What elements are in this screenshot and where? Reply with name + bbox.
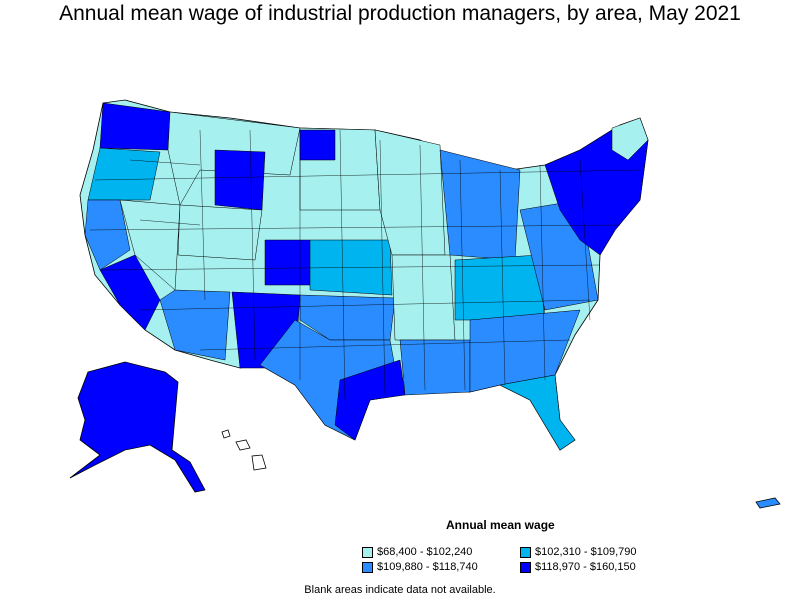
legend-title: Annual mean wage [446, 518, 555, 532]
legend-label-1: $68,400 - $102,240 [377, 546, 473, 558]
region-florida [499, 374, 576, 451]
legend-swatch-1 [362, 546, 373, 558]
region-california-north [84, 199, 131, 271]
legend-item-1: $68,400 - $102,240 [362, 546, 472, 558]
legend-swatch-3 [362, 561, 373, 573]
region-tennessee-kentucky [454, 254, 546, 321]
legend-item-3: $109,880 - $118,740 [362, 561, 478, 573]
region-alaska [69, 361, 206, 493]
region-puerto-rico [755, 497, 781, 509]
region-wyoming [214, 149, 266, 211]
area-boundaries [89, 129, 641, 401]
legend-label-3: $109,880 - $118,740 [377, 561, 478, 573]
region-arizona [159, 289, 231, 361]
legend-swatch-4 [520, 561, 531, 573]
legend-label-2: $102,310 - $109,790 [535, 546, 637, 558]
region-utah [177, 204, 263, 261]
region-north-dakota-east [299, 129, 336, 161]
legend-item-4: $118,970 - $160,150 [520, 561, 636, 573]
region-maine [611, 117, 649, 161]
region-southeast [469, 309, 581, 393]
region-missouri-arkansas [391, 254, 456, 341]
region-louisiana-mississippi [399, 339, 471, 396]
region-hawaii [221, 429, 267, 471]
region-oregon [87, 147, 161, 201]
region-colorado [264, 239, 311, 286]
no-data-note: Blank areas indicate data not available. [304, 584, 496, 596]
legend-label-4: $118,970 - $160,150 [535, 561, 636, 573]
region-texas-gulf [334, 359, 406, 441]
region-california-south [99, 254, 161, 331]
region-great-lakes [439, 149, 521, 261]
legend-item-2: $102,310 - $109,790 [520, 546, 637, 558]
map-title: Annual mean wage of industrial productio… [59, 2, 741, 25]
legend-swatch-2 [520, 546, 531, 558]
